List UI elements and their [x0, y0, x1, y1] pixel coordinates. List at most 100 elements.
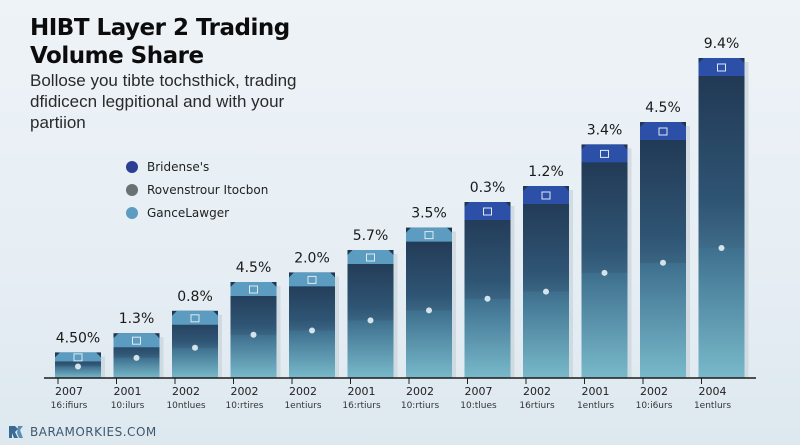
- bar-marker-icon: [600, 149, 609, 158]
- legend-dot-icon: [126, 183, 138, 196]
- bar-sparkle-icon: [192, 344, 198, 351]
- x-tick-label: 2002: [523, 385, 551, 398]
- bar-cap: [113, 333, 160, 348]
- bar-marker-icon: [307, 275, 317, 284]
- bar-lower-segment: [347, 320, 394, 378]
- x-tick-sublabel: 10ntlues: [166, 401, 205, 411]
- x-tick-sublabel: 16rtiurs: [519, 401, 555, 411]
- brand-logo-icon: [9, 426, 23, 438]
- bar-sparkle-icon: [426, 307, 432, 314]
- x-tick-label: 2002: [172, 385, 200, 398]
- bar-cap: [523, 186, 569, 204]
- x-tick-sublabel: 16:ifiurs: [51, 401, 88, 411]
- bar-marker-icon: [73, 353, 83, 362]
- bar-marker-icon: [190, 314, 200, 323]
- bar-cap: [347, 250, 394, 264]
- bar-sparkle-icon: [133, 354, 140, 361]
- value-label: 4.5%: [645, 100, 681, 116]
- bar-lower-segment: [406, 310, 452, 378]
- bar-lower-segment: [464, 298, 511, 378]
- bar-sparkle-icon: [250, 331, 257, 338]
- bar: [55, 352, 105, 378]
- legend-item: Rovenstrour Itocbon: [126, 178, 268, 201]
- bar-lower-segment: [172, 347, 218, 378]
- bar-marker-icon: [658, 127, 668, 136]
- legend-label: GanceLawger: [147, 205, 230, 220]
- bar-sparkle-icon: [367, 317, 374, 324]
- bar-sparkle-icon: [75, 363, 81, 370]
- value-label: 3.4%: [587, 122, 623, 138]
- x-tick-label: 2002: [640, 385, 668, 398]
- chart-subtitle: Bollose you tibte tochsthick, trading df…: [30, 71, 297, 132]
- bar: [640, 122, 690, 378]
- x-tick-label: 2001: [348, 385, 376, 398]
- bar-cap: [289, 272, 335, 287]
- bar: [347, 250, 398, 378]
- bar: [406, 227, 456, 378]
- legend-label: Bridense's: [147, 159, 210, 174]
- x-tick-label: 2007: [55, 385, 83, 398]
- legend-dot-icon: [126, 206, 138, 219]
- x-tick-label: 2002: [231, 385, 259, 398]
- bar: [172, 310, 222, 378]
- bar-lower-segment: [289, 330, 335, 378]
- value-label: 0.8%: [177, 289, 213, 305]
- bar-marker-icon: [132, 336, 141, 345]
- bar-marker-icon: [366, 253, 375, 262]
- x-tick-label: 2001: [114, 385, 142, 398]
- bar-sparkle-icon: [543, 288, 549, 295]
- bar: [698, 58, 749, 378]
- bar-cap: [698, 58, 745, 76]
- x-tick-label: 2002: [289, 385, 317, 398]
- bar-lower-segment: [640, 262, 686, 378]
- x-tick-label: 2007: [465, 385, 493, 398]
- x-tick-sublabel: 10:rtiurs: [401, 401, 440, 411]
- bar-sparkle-icon: [660, 259, 666, 266]
- x-tick-sublabel: 1entlurs: [577, 401, 614, 411]
- bar-sparkle-icon: [718, 245, 725, 251]
- bar-sparkle-icon: [309, 327, 315, 334]
- bar-sparkle-icon: [484, 295, 491, 302]
- bar: [581, 144, 632, 378]
- bar-sparkle-icon: [601, 269, 608, 276]
- value-label: 4.5%: [236, 260, 272, 276]
- bar-cap: [640, 122, 686, 140]
- bar-cap: [55, 352, 101, 362]
- bar: [230, 282, 281, 378]
- legend-dot-icon: [126, 160, 138, 173]
- value-label: 3.5%: [411, 206, 447, 222]
- bar-lower-segment: [581, 272, 628, 378]
- value-label: 1.2%: [528, 164, 564, 180]
- value-label: 2.0%: [294, 250, 330, 266]
- x-tick-sublabel: 1entiurs: [284, 401, 321, 411]
- value-label: 0.3%: [470, 180, 506, 196]
- brand-logo: BARAMORKIES.COM: [7, 424, 157, 440]
- x-tick-sublabel: 10:tlues: [460, 401, 497, 411]
- x-tick-sublabel: 10:i6urs: [636, 401, 673, 411]
- x-tick-sublabel: 10:rtires: [226, 401, 264, 411]
- bar-cap: [172, 310, 218, 325]
- legend-item: GanceLawger: [126, 201, 268, 224]
- value-label: 1.3%: [119, 311, 155, 327]
- value-label: 4.50%: [56, 330, 100, 346]
- bar: [464, 202, 515, 378]
- bar-lower-segment: [698, 248, 745, 378]
- bar: [289, 272, 339, 378]
- bar: [113, 333, 164, 378]
- x-tick-sublabel: 10:ilurs: [111, 401, 145, 411]
- bar-lower-segment: [55, 366, 101, 378]
- bar-cap: [581, 144, 628, 163]
- bar-cap: [464, 202, 511, 220]
- legend-label: Rovenstrour Itocbon: [147, 182, 269, 197]
- bar-marker-icon: [249, 285, 258, 294]
- bar-cap: [230, 282, 277, 296]
- brand-name: BARAMORKIES.COM: [30, 425, 157, 439]
- bar-lower-segment: [113, 357, 160, 378]
- value-label: 9.4%: [704, 36, 740, 52]
- bar-marker-icon: [717, 63, 726, 72]
- bar-lower-segment: [230, 334, 277, 378]
- bar: [523, 186, 573, 378]
- x-tick-label: 2004: [699, 385, 727, 398]
- x-tick-sublabel: 16:rtiurs: [342, 401, 381, 411]
